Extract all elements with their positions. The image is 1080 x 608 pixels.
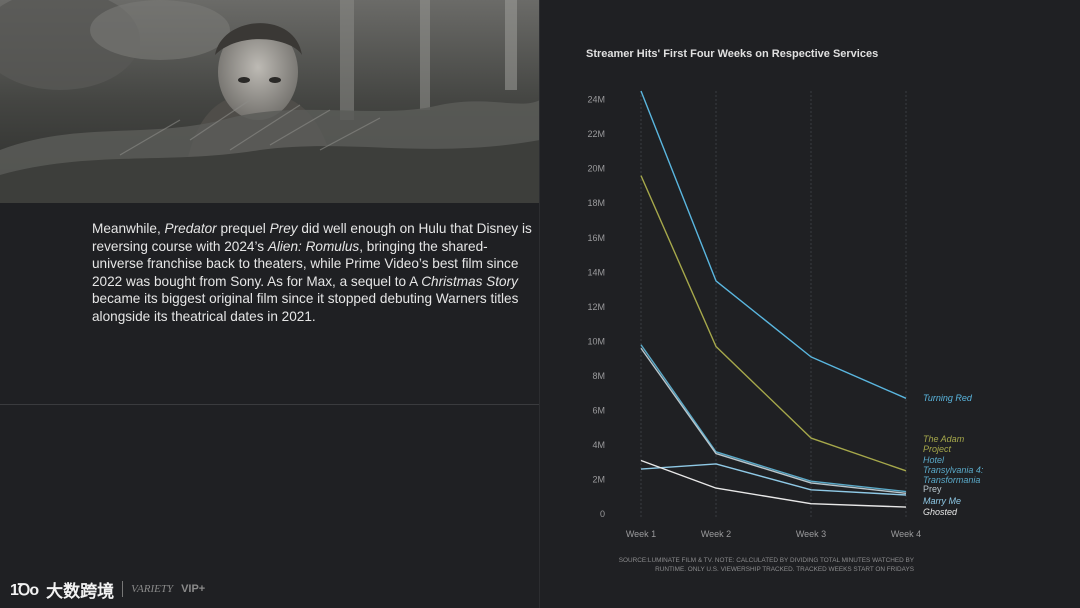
brand-name: 大数跨境	[46, 581, 115, 601]
brand-logo-mark: 1Ꝺo	[10, 582, 39, 599]
article-panel: Meanwhile, Predator prequel Prey did wel…	[0, 0, 540, 604]
series-line	[640, 344, 907, 493]
forest-portrait-image	[0, 0, 540, 203]
y-tick-label: 14M	[587, 267, 605, 277]
article-paragraph: Meanwhile, Predator prequel Prey did wel…	[92, 221, 532, 324]
series-label: Transformania	[923, 475, 980, 485]
y-tick-label: 24M	[587, 95, 605, 105]
y-tick-label: 0	[600, 509, 605, 519]
y-tick-label: 10M	[587, 336, 605, 346]
series-label: Project	[923, 444, 952, 454]
series-label: Turning Red	[923, 393, 973, 403]
y-tick-label: 6M	[592, 405, 605, 415]
y-tick-label: 18M	[587, 198, 605, 208]
y-tick-label: 4M	[592, 440, 605, 450]
y-tick-label: 2M	[592, 474, 605, 484]
x-tick-label: Week 3	[796, 529, 826, 539]
series-label: Prey	[923, 484, 942, 494]
chart-source-note: SOURCE:LUMINATE FILM & TV. NOTE: CALCULA…	[618, 557, 914, 573]
series-line	[640, 175, 907, 472]
y-tick-label: 12M	[587, 302, 605, 312]
series-label: Transylvania 4:	[923, 465, 984, 475]
series-line	[640, 347, 907, 494]
variety-logo: VARIETY	[131, 583, 174, 595]
series-label: Ghosted	[923, 507, 958, 517]
line-chart: 0 2M 4M 6M 8M 10M 12M 14M 16M 18M 20M 22M 24M Week 1 W…	[587, 90, 984, 539]
series-label: The Adam	[923, 434, 965, 444]
panel-divider	[539, 0, 540, 608]
brand-separator	[122, 581, 124, 597]
y-tick-label: 8M	[592, 371, 605, 381]
chart-title: Streamer Hits' First Four Weeks on Respe…	[586, 48, 879, 60]
series-line	[640, 90, 907, 399]
series-line	[640, 463, 907, 496]
series-label: Hotel	[923, 455, 945, 465]
series-line	[640, 459, 907, 508]
y-tick-label: 16M	[587, 233, 605, 243]
x-tick-label: Week 1	[626, 529, 656, 539]
x-tick-label: Week 4	[891, 529, 921, 539]
brand-footer: 1Ꝺo 大数跨境 VARIETY VIP+	[10, 574, 205, 604]
vip-plus-logo: VIP+	[181, 583, 206, 595]
y-tick-label: 20M	[587, 164, 605, 174]
hero-photo	[0, 0, 540, 203]
series-label: Marry Me	[923, 496, 961, 506]
section-divider	[0, 404, 540, 405]
x-tick-label: Week 2	[701, 529, 731, 539]
y-tick-label: 22M	[587, 129, 605, 139]
